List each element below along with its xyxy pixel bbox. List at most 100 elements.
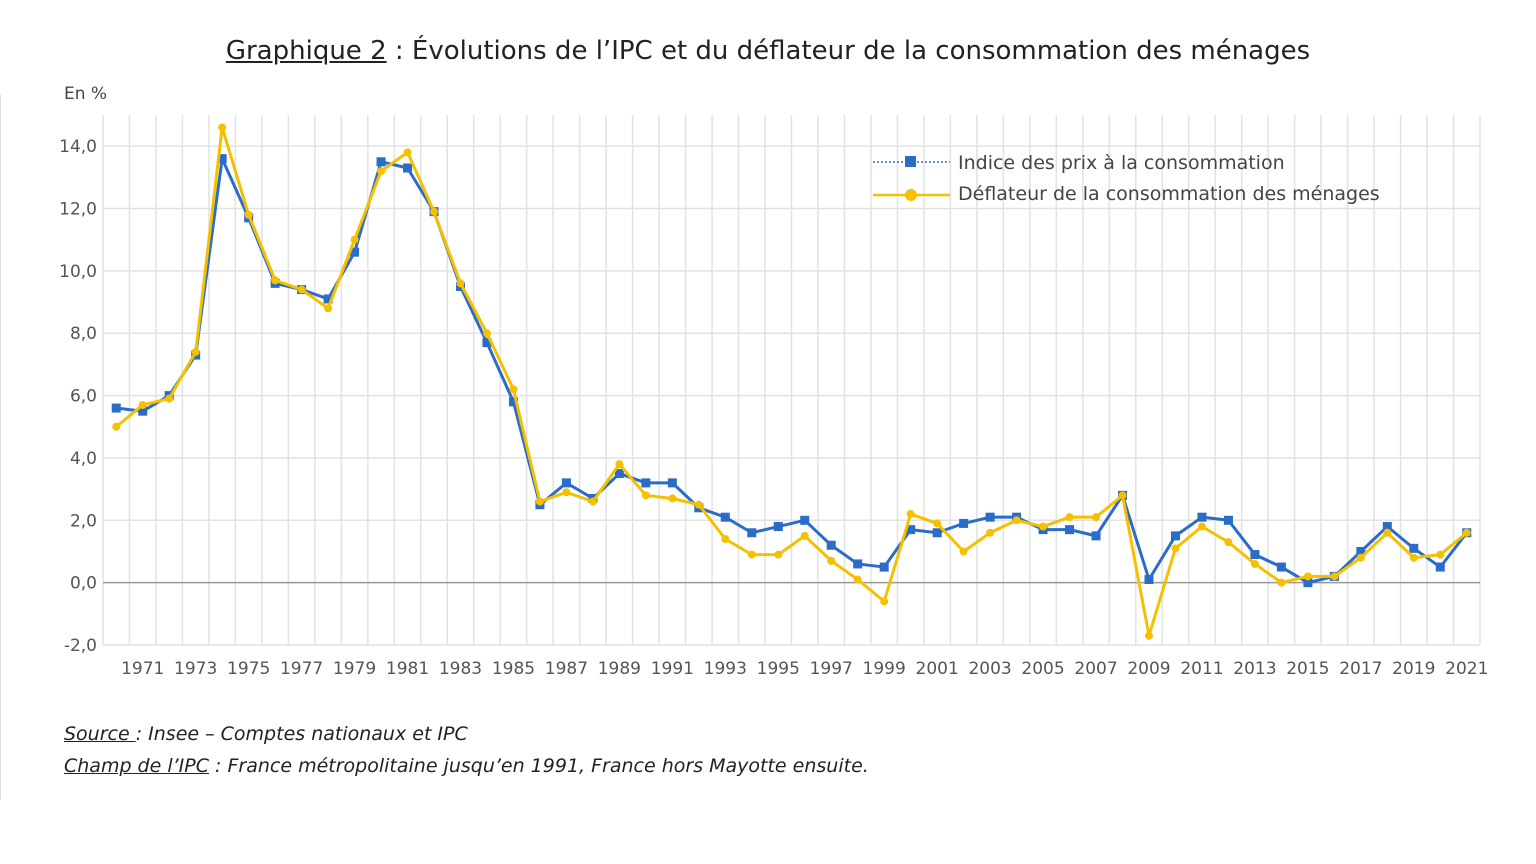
ipc-point <box>959 518 969 528</box>
deflateur-point <box>1092 513 1101 522</box>
deflateur-point <box>1409 553 1418 562</box>
y-tick-label: 2,0 <box>70 511 97 531</box>
champ-note: Champ de l’IPC : France métropolitaine j… <box>64 750 869 782</box>
x-tick-label: 2019 <box>1392 659 1435 679</box>
deflateur-point <box>456 279 465 288</box>
deflateur-point <box>535 497 544 506</box>
y-tick-label: 6,0 <box>70 387 97 407</box>
x-tick-label: 1973 <box>174 659 217 679</box>
ipc-point <box>826 540 836 550</box>
ipc-point <box>800 515 810 525</box>
x-tick-label: 2005 <box>1021 659 1064 679</box>
deflateur-point <box>482 329 491 338</box>
deflateur-point <box>588 497 597 506</box>
source-note: Source : Insee – Comptes nationaux et IP… <box>64 718 869 750</box>
ipc-point <box>138 406 148 416</box>
ipc-point <box>323 294 333 304</box>
ipc-point <box>1303 578 1313 588</box>
x-tick-label: 2013 <box>1233 659 1276 679</box>
deflateur-point <box>1250 559 1259 568</box>
x-tick-label: 1999 <box>863 659 906 679</box>
deflateur-point <box>747 550 756 559</box>
deflateur-point <box>1171 544 1180 553</box>
chart-title: Graphique 2 : Évolutions de l’IPC et du … <box>0 36 1536 66</box>
x-tick-label: 2001 <box>916 659 959 679</box>
deflateur-point <box>615 460 624 469</box>
deflateur-point <box>377 167 386 176</box>
deflateur-point <box>880 597 889 606</box>
deflateur-point <box>191 347 200 356</box>
y-axis-label: En % <box>64 84 108 104</box>
frame-line <box>0 95 1 800</box>
deflateur-point <box>509 385 518 394</box>
ipc-point <box>1382 522 1392 532</box>
x-tick-label: 1977 <box>280 659 323 679</box>
x-tick-label: 2011 <box>1180 659 1223 679</box>
ipc-point <box>747 528 757 538</box>
footnotes: Source : Insee – Comptes nationaux et IP… <box>64 718 869 782</box>
deflateur-point <box>641 491 650 500</box>
deflateur-point <box>297 285 306 294</box>
deflateur-point <box>1224 538 1233 547</box>
legend: Indice des prix à la consommation Déflat… <box>873 152 1380 205</box>
y-tick-label: 0,0 <box>70 574 97 594</box>
deflateur-point <box>1383 528 1392 537</box>
deflateur-point <box>1356 553 1365 562</box>
ipc-point <box>773 522 783 532</box>
champ-label: Champ de l’IPC <box>64 755 209 777</box>
deflateur-point <box>1012 516 1021 525</box>
deflateur-point <box>138 400 147 409</box>
ipc-point <box>667 478 677 488</box>
deflateur-point <box>1303 572 1312 581</box>
deflateur-point <box>271 276 280 285</box>
deflateur-point <box>986 528 995 537</box>
ipc-point <box>906 525 916 535</box>
deflateur-point <box>853 575 862 584</box>
ipc-point <box>1065 525 1075 535</box>
ipc-point <box>853 559 863 569</box>
deflateur-point <box>959 547 968 556</box>
deflateur-point <box>165 394 174 403</box>
deflateur-point <box>933 519 942 528</box>
x-tick-label: 1981 <box>386 659 429 679</box>
ipc-point <box>1144 575 1154 585</box>
ipc-point <box>376 157 386 167</box>
chart-title-label: Graphique 2 <box>225 36 387 66</box>
x-tick-label: 1983 <box>439 659 482 679</box>
ipc-point <box>508 397 518 407</box>
y-tick-label: 14,0 <box>59 137 97 157</box>
ipc-point <box>641 478 651 488</box>
deflateur-point <box>906 510 915 519</box>
y-tick-label: -2,0 <box>64 636 97 656</box>
deflateur-point <box>112 422 121 431</box>
x-tick-label: 2003 <box>968 659 1011 679</box>
deflateur-point <box>721 535 730 543</box>
ipc-point <box>720 512 730 522</box>
y-tick-label: 12,0 <box>59 200 97 220</box>
ipc-point <box>1091 531 1101 541</box>
legend-deflateur-label: Déflateur de la consommation des ménages <box>958 183 1380 205</box>
legend-deflateur-marker <box>905 189 917 201</box>
x-tick-label: 1987 <box>545 659 588 679</box>
ipc-point <box>614 469 624 479</box>
deflateur-point <box>694 500 703 509</box>
ipc-point <box>1223 515 1233 525</box>
legend-ipc-label: Indice des prix à la consommation <box>958 152 1285 174</box>
deflateur-point <box>1118 491 1127 500</box>
legend-ipc-marker <box>905 156 916 167</box>
ipc-point <box>1170 531 1180 541</box>
deflateur-point <box>324 304 333 313</box>
ipc-point <box>1409 543 1419 553</box>
ipc-point <box>482 338 492 348</box>
x-tick-label: 1979 <box>333 659 376 679</box>
deflateur-point <box>244 210 253 219</box>
x-tick-label: 1985 <box>492 659 535 679</box>
ipc-point <box>1435 562 1445 572</box>
ipc-point <box>1197 512 1207 522</box>
x-tick-label: 1989 <box>598 659 641 679</box>
x-tick-label: 2017 <box>1339 659 1382 679</box>
ipc-point <box>403 163 413 173</box>
x-tick-label: 1971 <box>121 659 164 679</box>
deflateur-point <box>218 123 227 132</box>
